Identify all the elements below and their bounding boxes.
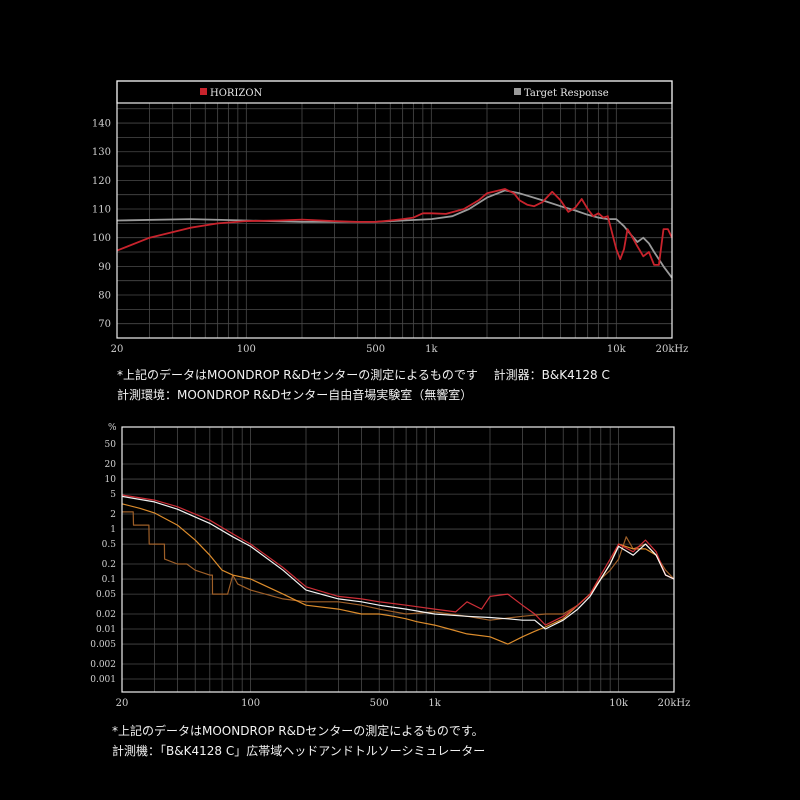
thd-y-tick-label: 1	[110, 525, 116, 535]
fr-note-line-2: 計測環境：MOONDROP R&Dセンター自由音場実験室（無響室）	[117, 388, 473, 402]
thd-x-tick-label: 10k	[609, 698, 629, 709]
thd-series-line-0	[121, 495, 675, 630]
thd-note-line-1: *上記のデータはMOONDROP R&Dセンターの測定によるものです。	[112, 724, 484, 738]
legend-swatch-horizon	[200, 88, 207, 95]
thd-x-tick-label: 500	[370, 698, 389, 709]
fr-x-tick-label: 10k	[607, 344, 627, 355]
thd-tick-labels: 50 20 10 5 2 1 0.5 0.2 0.1 0.05 0.02 0.01 0.005 0.002…	[90, 440, 690, 709]
fr-grid	[116, 103, 673, 338]
fr-legend: HORIZON Target Response	[116, 80, 673, 104]
thd-series-lines	[121, 494, 675, 645]
fr-x-tick-label: 20	[111, 344, 124, 355]
thd-y-tick-label: 0.01	[96, 625, 116, 635]
thd-y-tick-label: 0.005	[90, 640, 116, 650]
thd-x-tick-label: 20kHz	[658, 698, 691, 709]
thd-y-unit-label: %	[108, 423, 117, 433]
fr-x-tick-label: 20kHz	[656, 344, 689, 355]
series-line-target	[116, 189, 673, 279]
legend-label-target: Target Response	[524, 88, 609, 99]
thd-y-tick-label: 0.02	[96, 610, 116, 620]
distortion-chart: 50 20 10 5 2 1 0.5 0.2 0.1 0.05 0.02 0.01 0.005 0.002…	[90, 423, 690, 709]
series-line-horizon	[116, 188, 673, 266]
fr-tick-labels: 70 80 90 100 110 120 130 140 20 100 500 1k 10k 20kHz	[92, 119, 688, 355]
thd-y-tick-label: 20	[105, 460, 117, 470]
fr-y-tick-label: 100	[92, 233, 111, 244]
thd-grid	[121, 427, 675, 692]
thd-note-line-2: 計測機：「B&K4128 C」広帯域ヘッドアンドトルソーシミュレーター	[112, 744, 486, 758]
thd-x-tick-label: 100	[241, 698, 260, 709]
legend-label-horizon: HORIZON	[210, 88, 263, 99]
legend-swatch-target	[514, 88, 521, 95]
fr-y-tick-label: 140	[92, 119, 111, 130]
fr-y-tick-label: 110	[92, 205, 111, 216]
fr-y-tick-label: 90	[98, 262, 111, 273]
fr-y-tick-label: 70	[98, 319, 111, 330]
fr-y-tick-label: 130	[92, 147, 111, 158]
fr-x-tick-label: 100	[237, 344, 256, 355]
thd-y-tick-label: 0.05	[96, 590, 116, 600]
fr-note-line-1: *上記のデータはMOONDROP R&Dセンターの測定によるものです 計測器：B…	[117, 368, 610, 382]
thd-y-tick-label: 2	[110, 510, 116, 520]
thd-series-line-1	[121, 494, 675, 626]
thd-y-tick-label: 0.001	[90, 675, 116, 685]
fr-plot-frame	[116, 80, 673, 339]
frequency-response-chart: HORIZON Target Response 70 80 90 100 110 120 1…	[92, 80, 688, 355]
thd-y-tick-label: 0.1	[102, 575, 116, 585]
fr-series-lines	[116, 188, 673, 279]
thd-y-tick-label: 0.2	[102, 560, 116, 570]
thd-x-tick-label: 20	[116, 698, 129, 709]
thd-x-tick-label: 1k	[428, 698, 441, 709]
thd-series-line-3	[122, 511, 675, 621]
thd-y-tick-label: 0.002	[90, 660, 116, 670]
thd-plot-frame	[121, 426, 675, 693]
fr-x-tick-label: 500	[366, 344, 385, 355]
thd-y-tick-label: 5	[110, 490, 116, 500]
fr-y-tick-label: 80	[98, 291, 111, 302]
thd-y-tick-label: 50	[105, 440, 117, 450]
fr-x-tick-label: 1k	[425, 344, 438, 355]
fr-y-tick-label: 120	[92, 176, 111, 187]
thd-y-tick-label: 10	[105, 475, 117, 485]
thd-y-tick-label: 0.5	[102, 540, 117, 550]
